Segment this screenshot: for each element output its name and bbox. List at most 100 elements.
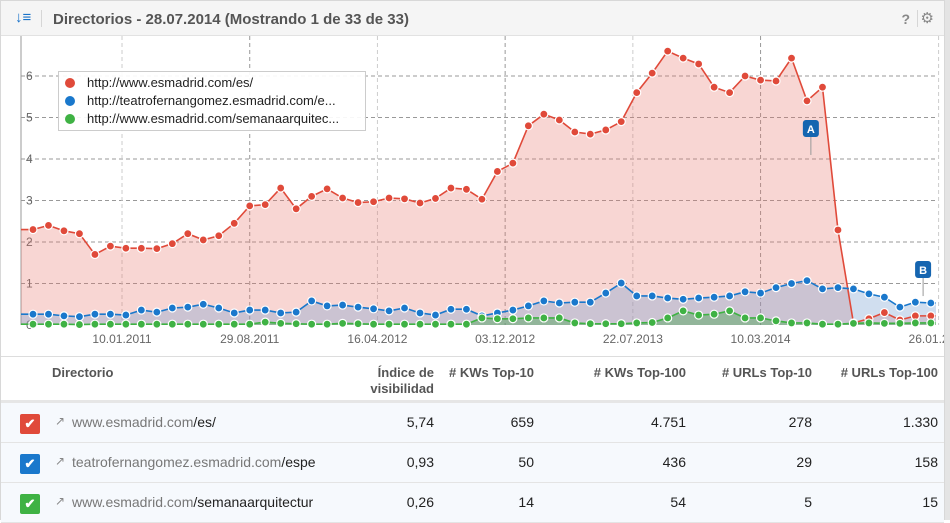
data-point xyxy=(338,300,348,310)
data-point xyxy=(632,87,642,98)
data-point xyxy=(43,309,54,319)
data-point xyxy=(554,115,564,125)
x-tick-label: 10.03.2014 xyxy=(731,332,791,346)
data-point xyxy=(136,305,146,315)
legend-item[interactable]: http://teatrofernangomez.esmadrid.com/e.… xyxy=(65,92,359,110)
data-point xyxy=(523,313,533,323)
data-point xyxy=(276,308,286,318)
data-point xyxy=(167,319,177,329)
data-point xyxy=(678,294,688,304)
data-point xyxy=(492,314,502,324)
urls-top10-value: 29 xyxy=(796,454,812,470)
data-point xyxy=(632,291,642,301)
directory-link[interactable]: www.esmadrid.com/semanaarquitectur xyxy=(72,494,315,510)
data-point xyxy=(539,296,549,306)
directory-link[interactable]: teatrofernangomez.esmadrid.com/espe xyxy=(72,454,315,470)
data-point xyxy=(771,76,781,86)
data-point xyxy=(554,313,564,323)
legend-item[interactable]: http://www.esmadrid.com/semanaarquitec..… xyxy=(65,110,359,128)
data-point xyxy=(616,278,626,288)
data-point xyxy=(833,319,843,329)
urls-top10-value: 5 xyxy=(804,494,812,510)
directory-domain: www.esmadrid.com xyxy=(72,414,194,430)
table-row: ✔ ↗ www.esmadrid.com/semanaarquitectur 0… xyxy=(1,483,944,523)
row-checkbox[interactable]: ✔ xyxy=(20,414,40,434)
external-link-icon[interactable]: ↗ xyxy=(55,454,66,468)
urls-top100-value: 15 xyxy=(922,494,938,510)
data-point xyxy=(353,319,363,329)
data-point xyxy=(368,319,379,329)
data-point xyxy=(585,297,595,307)
directories-table: Directorio Índice de visibilidad # KWs To… xyxy=(1,356,944,523)
data-point xyxy=(817,284,828,294)
col-urls-top10[interactable]: # URLs Top-10 xyxy=(721,365,812,380)
row-checkbox[interactable]: ✔ xyxy=(20,494,40,514)
directory-link[interactable]: www.esmadrid.com/es/ xyxy=(72,414,315,430)
divider xyxy=(41,10,42,27)
data-point xyxy=(446,304,456,314)
data-point xyxy=(307,296,317,306)
data-point xyxy=(786,318,797,328)
data-point xyxy=(694,59,704,69)
col-urls-top100[interactable]: # URLs Top-100 xyxy=(840,365,938,380)
table-header: Directorio Índice de visibilidad # KWs To… xyxy=(1,356,944,403)
scrollbar[interactable] xyxy=(945,0,950,520)
col-directorio[interactable]: Directorio xyxy=(52,365,114,380)
data-point xyxy=(183,229,193,239)
data-point xyxy=(508,314,518,324)
col-visibilidad[interactable]: Índice de visibilidad xyxy=(370,365,434,397)
sort-icon[interactable]: ↓≡ xyxy=(15,9,32,26)
data-point xyxy=(802,318,812,328)
directory-domain: teatrofernangomez.esmadrid.com xyxy=(72,454,282,470)
data-point xyxy=(322,184,332,194)
data-point xyxy=(121,243,131,253)
data-point xyxy=(338,193,348,203)
data-point xyxy=(724,291,735,301)
kws-top10-value: 14 xyxy=(518,494,534,510)
data-point xyxy=(43,319,54,329)
data-point xyxy=(570,297,580,307)
data-point xyxy=(245,319,255,329)
data-point xyxy=(848,284,859,294)
data-point xyxy=(74,319,85,330)
external-link-icon[interactable]: ↗ xyxy=(55,494,66,508)
legend-dot-icon xyxy=(65,78,75,88)
data-point xyxy=(183,319,193,329)
data-point xyxy=(384,319,394,329)
col-kws-top100[interactable]: # KWs Top-100 xyxy=(593,365,686,380)
data-point xyxy=(833,283,843,293)
data-point xyxy=(864,318,874,328)
series-area-2 xyxy=(21,310,936,325)
panel-title: Directorios - 28.07.2014 (Mostrando 1 de… xyxy=(53,11,409,28)
row-checkbox[interactable]: ✔ xyxy=(20,454,40,474)
data-point xyxy=(229,308,239,318)
data-point xyxy=(771,316,781,326)
data-point xyxy=(28,309,38,319)
data-point xyxy=(74,312,85,322)
data-point xyxy=(864,289,874,299)
data-point xyxy=(895,302,905,312)
legend-item[interactable]: http://www.esmadrid.com/es/ xyxy=(65,74,359,92)
series-area-0 xyxy=(21,51,936,325)
table-row: ✔ ↗ www.esmadrid.com/es/ 5,74 659 4.751 … xyxy=(1,403,944,443)
data-point xyxy=(895,318,905,328)
data-point xyxy=(879,292,890,302)
external-link-icon[interactable]: ↗ xyxy=(55,414,66,428)
gear-icon[interactable]: ⚙ xyxy=(920,10,934,27)
data-point xyxy=(307,191,317,201)
data-point xyxy=(121,319,131,329)
data-point xyxy=(523,301,533,311)
data-point xyxy=(632,318,642,328)
data-point xyxy=(260,305,270,315)
x-tick-label: 16.04.2012 xyxy=(347,332,407,346)
data-point xyxy=(415,198,425,208)
data-point xyxy=(523,121,533,131)
data-point xyxy=(477,313,487,323)
data-point xyxy=(647,68,657,78)
legend-label: http://teatrofernangomez.esmadrid.com/e.… xyxy=(87,93,336,108)
help-icon[interactable]: ? xyxy=(901,11,910,27)
data-point xyxy=(601,319,611,329)
data-point xyxy=(322,319,332,329)
col-kws-top10[interactable]: # KWs Top-10 xyxy=(449,365,534,380)
data-point xyxy=(786,53,797,63)
